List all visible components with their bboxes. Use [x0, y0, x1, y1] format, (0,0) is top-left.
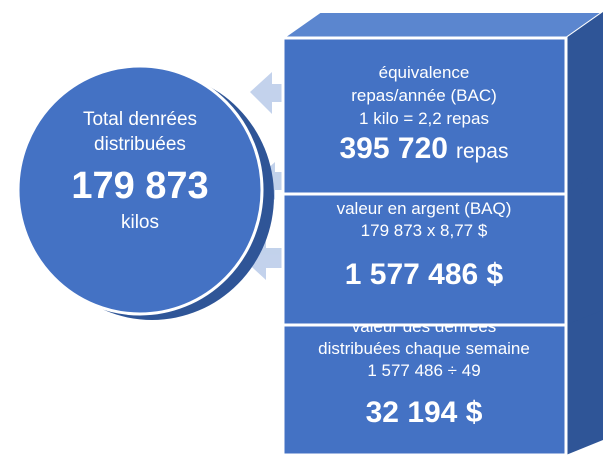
block-line: 1 kilo = 2,2 repas: [359, 109, 489, 128]
block-line: distribuées chaque semaine: [318, 339, 530, 358]
block-top: [279, 11, 605, 39]
block-value: 1 577 486 $: [345, 258, 504, 291]
block: [281, 36, 568, 196]
circle-unit: kilos: [121, 212, 159, 233]
circle-label: Total denrées: [83, 109, 197, 130]
block-value: 32 194 $: [366, 396, 483, 429]
block-line: valeur en argent (BAQ): [337, 199, 512, 218]
circle-label: distribuées: [94, 134, 186, 155]
block-line: 179 873 x 8,77 $: [361, 221, 488, 240]
circle: [16, 64, 264, 316]
block-value-line: 395 720 repas: [340, 132, 509, 165]
block-side: [566, 290, 603, 455]
block-suffix: repas: [456, 140, 509, 163]
block-value: 395 720: [340, 132, 448, 165]
arrow: [250, 72, 292, 114]
block-side: [566, 12, 603, 194]
arrow: [255, 162, 292, 200]
block-line: 1 577 486 ÷ 49: [367, 361, 480, 380]
circle-value: 179 873: [71, 165, 208, 207]
block-side: [566, 160, 603, 325]
block-line: équivalence: [379, 63, 470, 82]
block: [281, 173, 568, 327]
block-line: repas/année (BAC): [351, 86, 497, 105]
